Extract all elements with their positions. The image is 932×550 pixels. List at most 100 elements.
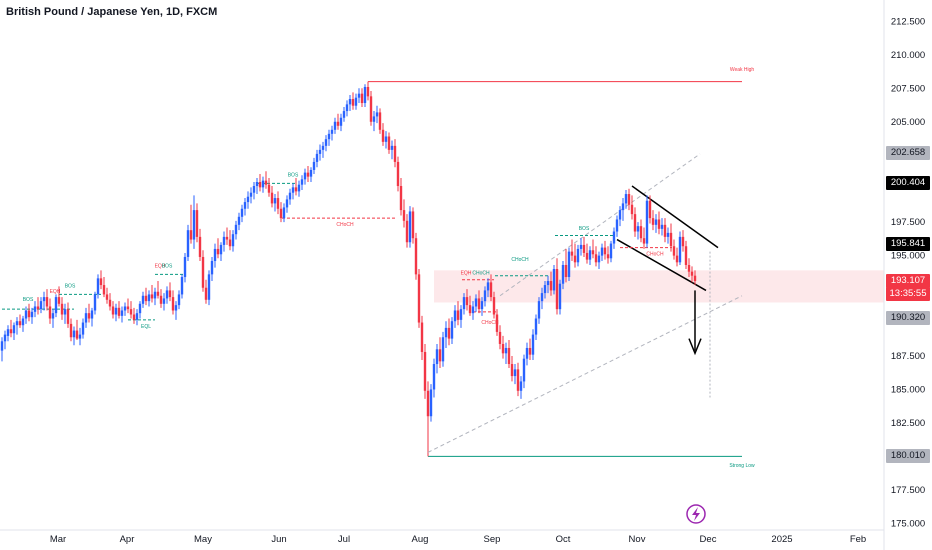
candle-body bbox=[396, 161, 400, 187]
candle bbox=[228, 230, 232, 251]
candle-body bbox=[387, 136, 391, 150]
candle bbox=[363, 84, 367, 108]
candle-body bbox=[471, 306, 475, 314]
candle-body bbox=[0, 341, 4, 351]
candle-body bbox=[426, 390, 430, 417]
candle bbox=[555, 258, 559, 315]
candle bbox=[6, 325, 10, 342]
candle-body bbox=[18, 321, 22, 326]
candle bbox=[75, 319, 79, 340]
x-tick-label: Jul bbox=[338, 534, 350, 545]
candle bbox=[645, 195, 649, 248]
candles-layer bbox=[0, 81, 697, 422]
candle-body bbox=[561, 264, 565, 284]
candle-body bbox=[693, 275, 697, 282]
candle-body bbox=[162, 298, 166, 304]
candle bbox=[237, 212, 241, 231]
candle bbox=[417, 269, 421, 328]
candle-body bbox=[657, 219, 661, 229]
candle bbox=[177, 290, 181, 310]
candle-body bbox=[600, 247, 604, 256]
candle-body bbox=[294, 187, 298, 192]
candle-body bbox=[60, 303, 64, 315]
candle bbox=[162, 293, 166, 311]
candle-body bbox=[474, 298, 478, 307]
candle-body bbox=[81, 322, 85, 335]
candle-body bbox=[672, 246, 676, 256]
candle bbox=[333, 117, 337, 134]
candle bbox=[255, 177, 259, 195]
candle-body bbox=[183, 256, 187, 278]
candle bbox=[198, 228, 202, 261]
candle bbox=[357, 88, 361, 104]
candle bbox=[360, 88, 364, 108]
candle bbox=[378, 108, 382, 134]
candle bbox=[258, 173, 262, 192]
candle-body bbox=[264, 180, 268, 185]
candle-body bbox=[99, 278, 103, 286]
candle bbox=[231, 230, 235, 252]
candle bbox=[504, 342, 508, 365]
candle bbox=[507, 339, 511, 369]
candle bbox=[672, 239, 676, 260]
candle-body bbox=[390, 145, 394, 150]
candle bbox=[114, 303, 118, 322]
candle bbox=[63, 303, 67, 324]
candle bbox=[351, 92, 355, 110]
candle-body bbox=[627, 194, 631, 205]
candle-body bbox=[129, 309, 133, 315]
candle bbox=[438, 337, 442, 369]
candle-body bbox=[255, 182, 259, 187]
candle bbox=[402, 199, 406, 228]
channel-upper-line bbox=[499, 153, 701, 297]
candle bbox=[135, 309, 139, 326]
candle-body bbox=[150, 294, 154, 299]
candle bbox=[147, 290, 151, 307]
candle-body bbox=[222, 236, 226, 245]
x-tick-label: Aug bbox=[412, 534, 429, 545]
choch-label: CHoCH bbox=[472, 270, 490, 276]
candle-body bbox=[24, 310, 28, 319]
candle bbox=[594, 246, 598, 267]
channel-lower-line bbox=[427, 295, 743, 453]
candle-body bbox=[72, 330, 76, 338]
bos-label: BOS bbox=[579, 226, 590, 232]
candle bbox=[189, 204, 193, 244]
lightning-icon[interactable] bbox=[686, 504, 706, 524]
candle-body bbox=[639, 226, 643, 239]
candle bbox=[453, 305, 457, 328]
x-tick-label: Mar bbox=[50, 534, 66, 545]
candle-body bbox=[276, 198, 280, 209]
candle-body bbox=[369, 96, 373, 122]
candle bbox=[129, 301, 133, 319]
candle-body bbox=[459, 309, 463, 320]
flag-upper-line bbox=[631, 185, 719, 249]
candle bbox=[345, 100, 349, 117]
weak-high-label: Weak High bbox=[730, 67, 755, 73]
bos-label: BOS bbox=[23, 297, 34, 303]
candle bbox=[660, 218, 664, 236]
choch-label: CHoCH bbox=[336, 222, 354, 228]
candle bbox=[57, 286, 61, 307]
candle bbox=[81, 318, 85, 339]
candle-body bbox=[606, 254, 610, 259]
candle bbox=[462, 293, 466, 315]
price-label: 180.010 bbox=[886, 449, 930, 464]
candle-body bbox=[174, 305, 178, 311]
candle bbox=[45, 289, 49, 311]
y-tick-label: 197.500 bbox=[891, 217, 925, 228]
candle-body bbox=[513, 369, 517, 377]
candle-body bbox=[618, 210, 622, 220]
candle-body bbox=[123, 306, 127, 311]
candle bbox=[615, 215, 619, 237]
candle-body bbox=[573, 255, 577, 263]
candle-body bbox=[159, 295, 163, 304]
candle-body bbox=[300, 179, 304, 185]
candle bbox=[222, 231, 226, 252]
candle bbox=[468, 295, 472, 316]
candle bbox=[126, 298, 130, 314]
candle-body bbox=[483, 290, 487, 302]
candle bbox=[96, 274, 100, 299]
candle bbox=[138, 301, 142, 319]
